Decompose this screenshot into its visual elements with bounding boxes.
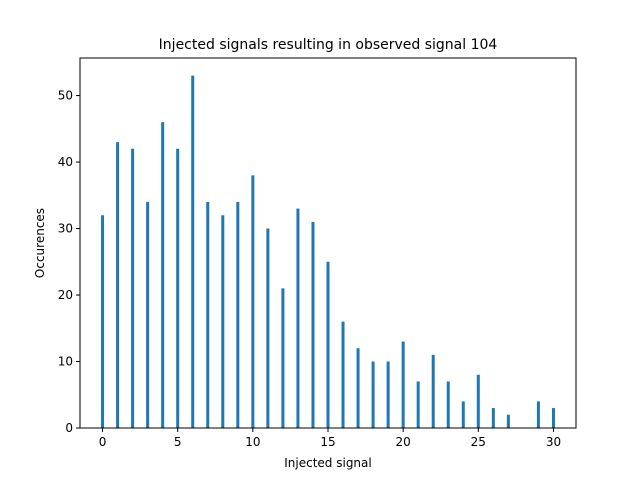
bar [191, 75, 195, 429]
bar [461, 401, 465, 428]
bar [551, 408, 555, 428]
bar [266, 228, 270, 428]
bar [371, 361, 375, 428]
bar [326, 261, 330, 428]
bar-series [101, 75, 555, 429]
y-tick-label: 10 [58, 355, 73, 369]
x-tick-label: 15 [320, 435, 335, 449]
y-tick-label: 0 [65, 421, 73, 435]
bar [251, 175, 255, 428]
bar [506, 414, 510, 428]
bar [206, 201, 210, 428]
bar [296, 208, 300, 428]
chart-title: Injected signals resulting in observed s… [159, 37, 498, 53]
x-tick-label: 30 [546, 435, 561, 449]
bar [491, 408, 495, 428]
bar [476, 374, 480, 428]
bar [311, 221, 315, 428]
bar [236, 201, 240, 428]
bar [161, 122, 165, 428]
bar [341, 321, 345, 428]
x-axis-label: Injected signal [284, 456, 371, 470]
bar [131, 148, 135, 428]
bar [176, 148, 180, 428]
y-tick-label: 40 [58, 155, 73, 169]
y-axis-label: Occurences [33, 208, 47, 278]
x-tick-label: 0 [99, 435, 107, 449]
bar [221, 215, 225, 428]
y-tick-label: 20 [58, 288, 73, 302]
bar [431, 354, 435, 428]
bar [401, 341, 405, 428]
bar [281, 288, 285, 428]
x-tick-label: 20 [396, 435, 411, 449]
x-tick-label: 25 [471, 435, 486, 449]
y-axis-ticks: 0 10 20 30 40 50 [58, 89, 80, 435]
x-axis-ticks: 0 5 10 15 20 25 30 [99, 428, 561, 449]
x-tick-label: 5 [174, 435, 182, 449]
y-tick-label: 50 [58, 89, 73, 103]
bar [536, 401, 540, 428]
plot-frame [79, 57, 577, 429]
bar [356, 348, 360, 428]
bar [101, 215, 105, 428]
bar [416, 381, 420, 428]
bar [116, 142, 120, 429]
bar [446, 381, 450, 428]
y-tick-label: 30 [58, 222, 73, 236]
bar [146, 201, 150, 428]
bar [386, 361, 390, 428]
x-tick-label: 10 [245, 435, 260, 449]
